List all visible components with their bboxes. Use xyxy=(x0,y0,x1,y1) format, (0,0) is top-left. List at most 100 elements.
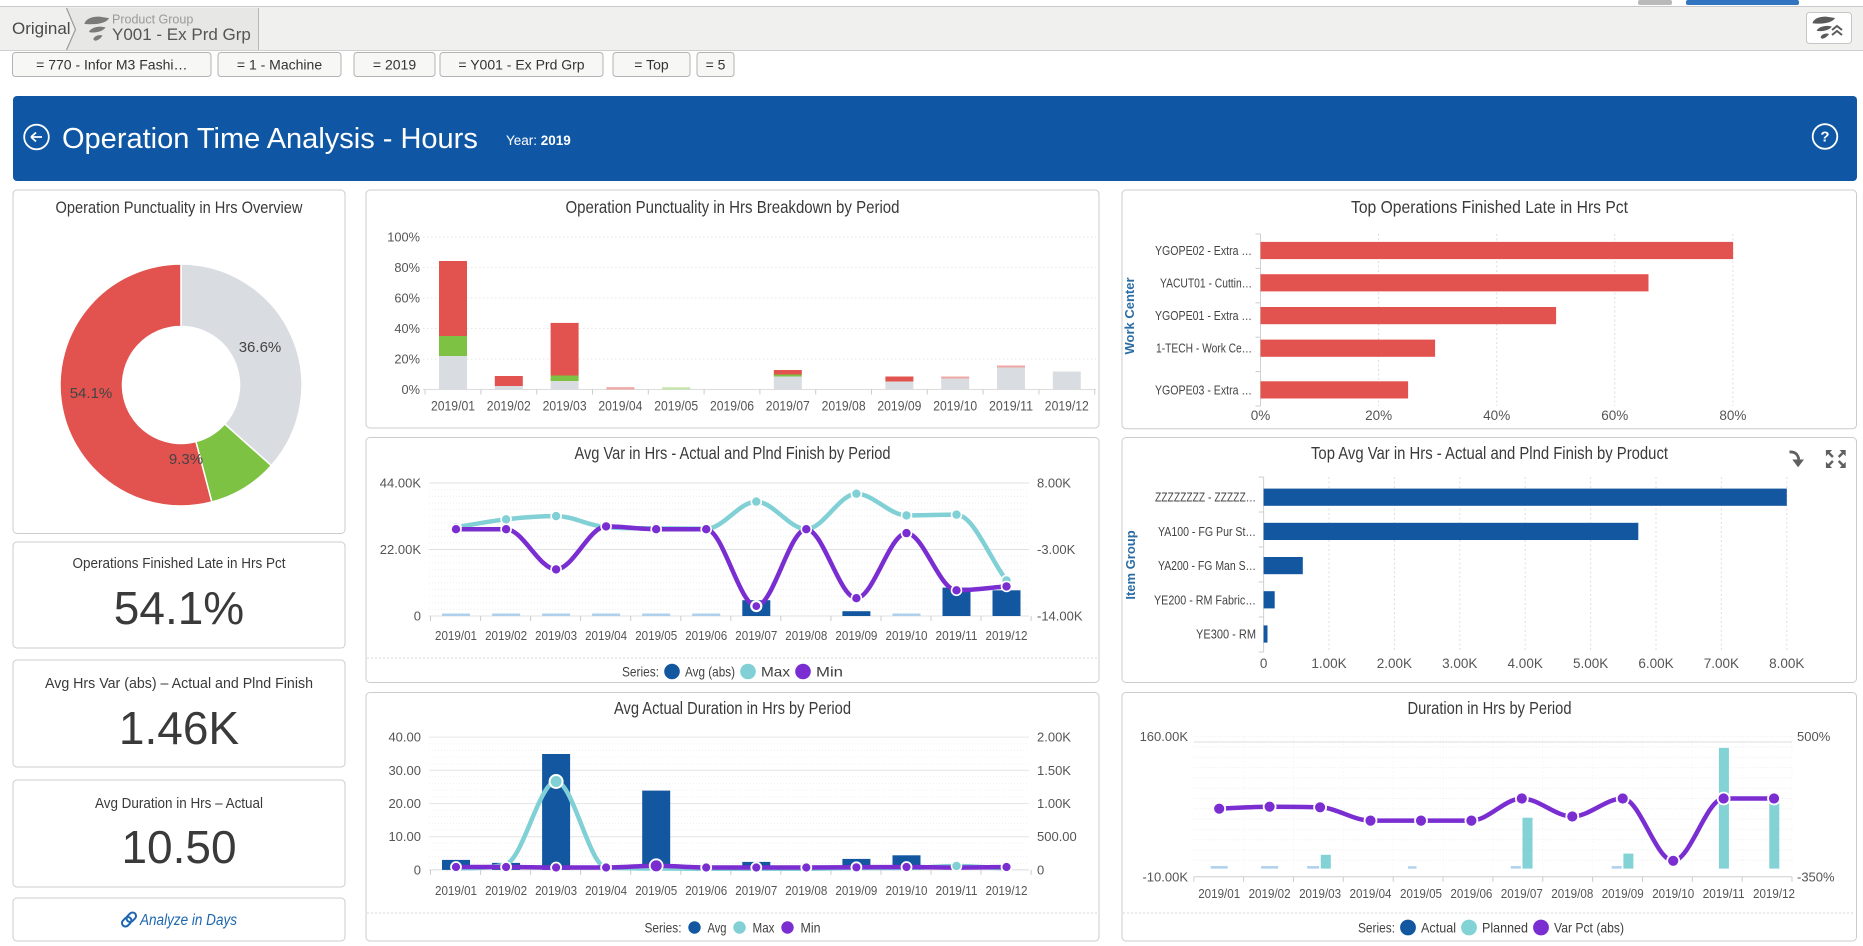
svg-text:7.00K: 7.00K xyxy=(1704,656,1739,671)
svg-text:YACUT01 - Cuttin…: YACUT01 - Cuttin… xyxy=(1160,275,1252,290)
svg-text:Operation Punctuality in Hrs O: Operation Punctuality in Hrs Overview xyxy=(56,198,304,217)
svg-text:3.00K: 3.00K xyxy=(1442,656,1477,671)
svg-text:2019/03: 2019/03 xyxy=(535,883,577,898)
svg-text:5.00K: 5.00K xyxy=(1573,656,1608,671)
svg-text:2019/07: 2019/07 xyxy=(766,399,810,414)
svg-text:30.00: 30.00 xyxy=(388,763,421,778)
svg-text:2019/05: 2019/05 xyxy=(1400,886,1442,901)
svg-text:= 770 - Infor M3 Fashi…: = 770 - Infor M3 Fashi… xyxy=(36,57,187,73)
svg-text:= 1 - Machine: = 1 - Machine xyxy=(237,57,322,73)
svg-text:60%: 60% xyxy=(1601,408,1628,423)
svg-text:2019/11: 2019/11 xyxy=(936,883,978,898)
svg-text:Avg Var in Hrs - Actual and Pl: Avg Var in Hrs - Actual and Plnd Finish … xyxy=(575,443,891,463)
svg-text:= 2019: = 2019 xyxy=(373,57,416,73)
svg-text:Series:: Series: xyxy=(645,920,682,936)
svg-text:Min: Min xyxy=(816,664,843,680)
svg-text:Avg Duration in Hrs – Actual: Avg Duration in Hrs – Actual xyxy=(95,795,263,812)
svg-text:2019/06: 2019/06 xyxy=(685,628,727,643)
svg-text:2019/05: 2019/05 xyxy=(635,883,677,898)
svg-text:Max: Max xyxy=(753,920,775,936)
svg-text:Duration in Hrs by Period: Duration in Hrs by Period xyxy=(1408,698,1572,718)
svg-text:1.50K: 1.50K xyxy=(1037,763,1071,778)
svg-text:20.00: 20.00 xyxy=(388,796,421,811)
svg-text:2019/11: 2019/11 xyxy=(989,399,1033,414)
svg-text:100%: 100% xyxy=(387,230,420,245)
svg-text:Planned: Planned xyxy=(1482,920,1528,936)
svg-text:ZZZZZZZZ - ZZZZZ…: ZZZZZZZZ - ZZZZZ… xyxy=(1155,490,1256,505)
svg-text:?: ? xyxy=(1820,129,1829,146)
svg-text:80%: 80% xyxy=(394,260,420,275)
svg-text:Item Group: Item Group xyxy=(1123,530,1138,599)
svg-text:Actual: Actual xyxy=(1421,920,1456,936)
svg-text:2019/03: 2019/03 xyxy=(535,628,577,643)
svg-text:Max: Max xyxy=(761,664,790,680)
svg-text:44.00K: 44.00K xyxy=(380,476,422,491)
svg-text:20%: 20% xyxy=(1365,408,1392,423)
svg-text:2.00K: 2.00K xyxy=(1037,730,1071,745)
svg-text:2019/02: 2019/02 xyxy=(485,628,527,643)
svg-text:40.00: 40.00 xyxy=(388,730,421,745)
svg-text:500%: 500% xyxy=(1797,729,1831,744)
svg-text:Operations Finished Late in Hr: Operations Finished Late in Hrs Pct xyxy=(73,555,287,572)
svg-text:2019/07: 2019/07 xyxy=(1501,886,1543,901)
svg-text:2019/05: 2019/05 xyxy=(635,628,677,643)
svg-text:80%: 80% xyxy=(1719,408,1746,423)
svg-text:2019/02: 2019/02 xyxy=(485,883,527,898)
svg-text:Original: Original xyxy=(12,19,71,38)
svg-text:2019/03: 2019/03 xyxy=(1299,886,1341,901)
svg-text:2019/01: 2019/01 xyxy=(435,883,477,898)
svg-text:Y001 - Ex Prd Grp: Y001 - Ex Prd Grp xyxy=(112,25,251,44)
svg-text:Avg (abs): Avg (abs) xyxy=(685,664,735,680)
svg-text:2019/08: 2019/08 xyxy=(785,883,827,898)
svg-text:0: 0 xyxy=(1260,656,1268,671)
svg-text:60%: 60% xyxy=(394,291,420,306)
svg-text:-10.00K: -10.00K xyxy=(1142,869,1188,884)
svg-text:2019/11: 2019/11 xyxy=(1703,886,1745,901)
svg-text:2019/03: 2019/03 xyxy=(543,399,587,414)
svg-text:2019/09: 2019/09 xyxy=(1602,886,1644,901)
svg-text:4.00K: 4.00K xyxy=(1508,656,1543,671)
svg-text:Operation Punctuality in Hrs B: Operation Punctuality in Hrs Breakdown b… xyxy=(566,197,900,217)
svg-text:6.00K: 6.00K xyxy=(1638,656,1673,671)
svg-text:2019/07: 2019/07 xyxy=(735,883,777,898)
svg-text:20%: 20% xyxy=(394,352,420,367)
svg-text:2019/12: 2019/12 xyxy=(986,628,1028,643)
svg-text:Product Group: Product Group xyxy=(112,13,193,27)
svg-text:8.00K: 8.00K xyxy=(1769,656,1804,671)
svg-text:2019/05: 2019/05 xyxy=(654,399,698,414)
svg-text:Top Avg Var in Hrs - Actual an: Top Avg Var in Hrs - Actual and Plnd Fin… xyxy=(1311,443,1668,463)
svg-text:2019/01: 2019/01 xyxy=(1198,886,1240,901)
svg-text:2019/08: 2019/08 xyxy=(1551,886,1593,901)
svg-text:YE300 - RM: YE300 - RM xyxy=(1196,627,1256,642)
svg-text:2019/08: 2019/08 xyxy=(785,628,827,643)
svg-text:1.46K: 1.46K xyxy=(119,702,240,754)
svg-text:2019/12: 2019/12 xyxy=(1045,399,1089,414)
svg-text:Analyze in Days: Analyze in Days xyxy=(139,912,237,929)
svg-text:Series:: Series: xyxy=(1358,920,1395,936)
svg-text:2019/12: 2019/12 xyxy=(1753,886,1795,901)
svg-text:54.1%: 54.1% xyxy=(70,385,113,402)
svg-text:9.3%: 9.3% xyxy=(169,451,203,468)
svg-text:2019/06: 2019/06 xyxy=(710,399,754,414)
svg-text:YA200 - FG Man S…: YA200 - FG Man S… xyxy=(1158,558,1256,573)
svg-text:2019/11: 2019/11 xyxy=(936,628,978,643)
svg-text:Avg: Avg xyxy=(708,920,727,936)
svg-text:= 5: = 5 xyxy=(706,57,726,73)
svg-text:Avg Actual Duration in Hrs by: Avg Actual Duration in Hrs by Period xyxy=(614,698,851,718)
svg-text:YGOPE01 - Extra …: YGOPE01 - Extra … xyxy=(1155,308,1252,323)
svg-text:Series:: Series: xyxy=(622,664,659,680)
svg-text:Work Center: Work Center xyxy=(1122,277,1137,354)
svg-text:Year: 2019: Year: 2019 xyxy=(506,133,571,148)
svg-text:22.00K: 22.00K xyxy=(380,542,422,557)
svg-text:8.00K: 8.00K xyxy=(1037,476,1071,491)
svg-text:40%: 40% xyxy=(394,321,420,336)
svg-text:1-TECH - Work Ce…: 1-TECH - Work Ce… xyxy=(1156,341,1252,356)
svg-text:Operation Time Analysis - Hour: Operation Time Analysis - Hours xyxy=(62,123,478,155)
svg-text:0: 0 xyxy=(1037,862,1044,877)
svg-text:Top Operations Finished Late i: Top Operations Finished Late in Hrs Pct xyxy=(1351,197,1628,217)
svg-text:1.00K: 1.00K xyxy=(1037,796,1071,811)
svg-text:0: 0 xyxy=(414,862,421,877)
svg-text:2019/07: 2019/07 xyxy=(735,628,777,643)
svg-text:2019/02: 2019/02 xyxy=(1249,886,1291,901)
svg-text:36.6%: 36.6% xyxy=(239,339,282,356)
